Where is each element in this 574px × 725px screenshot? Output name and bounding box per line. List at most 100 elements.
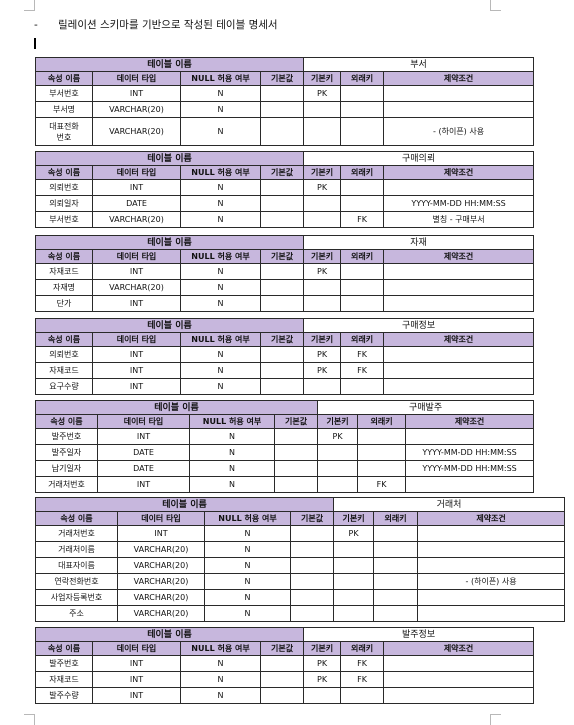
column-header: 데이터 타입 [92,71,181,86]
table-cell [340,687,385,704]
table-cell: 자재코드 [35,671,93,688]
table-row: 자재코드 INT N PK [35,263,535,280]
table-cell [289,589,335,606]
table-cell [383,655,535,672]
table-cell: N [189,428,275,445]
table-cell: 발주수량 [35,687,93,704]
column-header: 기본값 [259,641,305,656]
table-cell: 의뢰번호 [35,179,93,196]
table-cell [373,525,419,542]
table-cell: DATE [97,460,190,477]
column-header-row: 속성 이름 데이터 타입 NULL 허용 여부 기본값 기본키 외래키 제약조건 [35,332,535,347]
table-cell [340,295,385,312]
table-cell [259,362,305,379]
table-row: 부서번호 VARCHAR(20) N FK 별칭 - 구매부서 [35,211,535,228]
table-cell: N [180,295,261,312]
table-cell: 부서번호 [35,211,93,228]
table-cell [259,378,305,395]
table-cell [383,101,535,118]
column-header-row: 속성 이름 데이터 타입 NULL 허용 여부 기본값 기본키 외래키 제약조건 [35,641,535,656]
table-cell: FK [340,671,385,688]
table-cell [259,263,305,280]
table-cell: FK [340,362,385,379]
column-header: NULL 허용 여부 [180,332,261,347]
table-cell: 자재코드 [35,362,93,379]
spec-table: 테이블 이름 발주정보 속성 이름 데이터 타입 NULL 허용 여부 기본값 기본키 외래키… [34,627,535,704]
table-cell [340,378,385,395]
table-cell [383,687,535,704]
table-cell: 별칭 - 구매부서 [383,211,535,228]
table-cell: N [180,85,261,102]
table-row: 거래처번호 INT N FK [35,476,535,493]
table-cell: VARCHAR(20) [92,117,181,146]
table-cell: INT [92,346,181,363]
spec-table: 테이블 이름 구매정보 속성 이름 데이터 타입 NULL 허용 여부 기본값 기본키 외래키… [34,318,535,395]
table-cell [417,525,566,542]
table-cell [333,557,375,574]
table-cell [259,687,305,704]
table-cell: 부서명 [35,101,93,118]
table-cell: N [204,589,291,606]
table-cell [357,428,407,445]
table-title-label: 테이블 이름 [34,400,319,415]
column-header: 외래키 [340,71,385,86]
table-row: 거래처이름 VARCHAR(20) N [35,541,566,558]
table-cell: FK [340,346,385,363]
table-cell: 발주일자 [35,444,98,461]
table-row: 부서번호 INT N PK [35,85,535,102]
table-cell: N [180,101,261,118]
table-cell: N [189,476,275,493]
table-cell: YYYY-MM-DD HH:MM:SS [405,444,535,461]
table-cell: INT [92,85,181,102]
table-cell: FK [340,655,385,672]
table-cell: FK [340,211,385,228]
column-header: NULL 허용 여부 [204,511,291,526]
table-cell: 의뢰일자 [35,195,93,212]
table-cell: VARCHAR(20) [117,541,205,558]
column-header: 제약조건 [383,641,535,656]
table-cell: 발주번호 [35,655,93,672]
table-cell: INT [97,428,190,445]
table-cell [273,460,319,477]
table-cell: N [204,573,291,590]
table-cell: VARCHAR(20) [117,605,205,622]
table-cell [333,605,375,622]
table-cell: VARCHAR(20) [117,557,205,574]
table-row: 의뢰일자 DATE N YYYY-MM-DD HH:MM:SS [35,195,535,212]
table-name: 구매정보 [303,318,535,333]
table-cell [303,211,342,228]
table-cell [259,295,305,312]
table-cell: 요구수량 [35,378,93,395]
spec-table: 테이블 이름 구매발주 속성 이름 데이터 타입 NULL 허용 여부 기본값 기본키 외래키… [34,400,535,493]
column-header: 속성 이름 [35,332,93,347]
table-cell [383,362,535,379]
table-cell [417,541,566,558]
table-title-label: 테이블 이름 [34,57,305,72]
column-header: 속성 이름 [35,165,93,180]
table-name: 거래처 [333,497,566,512]
table-cell: N [204,541,291,558]
heading-text: 릴레이션 스키마를 기반으로 작성된 테이블 명세서 [58,19,278,31]
table-cell [259,655,305,672]
table-cell: FK [357,476,407,493]
table-row: 사업자등록번호 VARCHAR(20) N [35,589,566,606]
column-header: 외래키 [357,414,407,429]
heading-marker: - [34,19,38,31]
spec-table: 테이블 이름 부서 속성 이름 데이터 타입 NULL 허용 여부 기본값 기본키 외래키 제약… [34,57,535,146]
table-cell: PK [303,179,342,196]
table-name: 구매발주 [317,400,535,415]
column-header: 데이터 타입 [92,641,181,656]
column-header: 외래키 [340,332,385,347]
table-cell [259,101,305,118]
table-cell [259,671,305,688]
text-cursor[interactable] [34,38,36,49]
table-cell [289,541,335,558]
column-header: 제약조건 [405,414,535,429]
column-header: 속성 이름 [35,641,93,656]
table-row: 자재코드 INT N PK FK [35,362,535,379]
column-header: 외래키 [373,511,419,526]
table-cell: 주소 [35,605,118,622]
table-cell: N [204,557,291,574]
table-cell: PK [333,525,375,542]
table-cell: INT [92,179,181,196]
